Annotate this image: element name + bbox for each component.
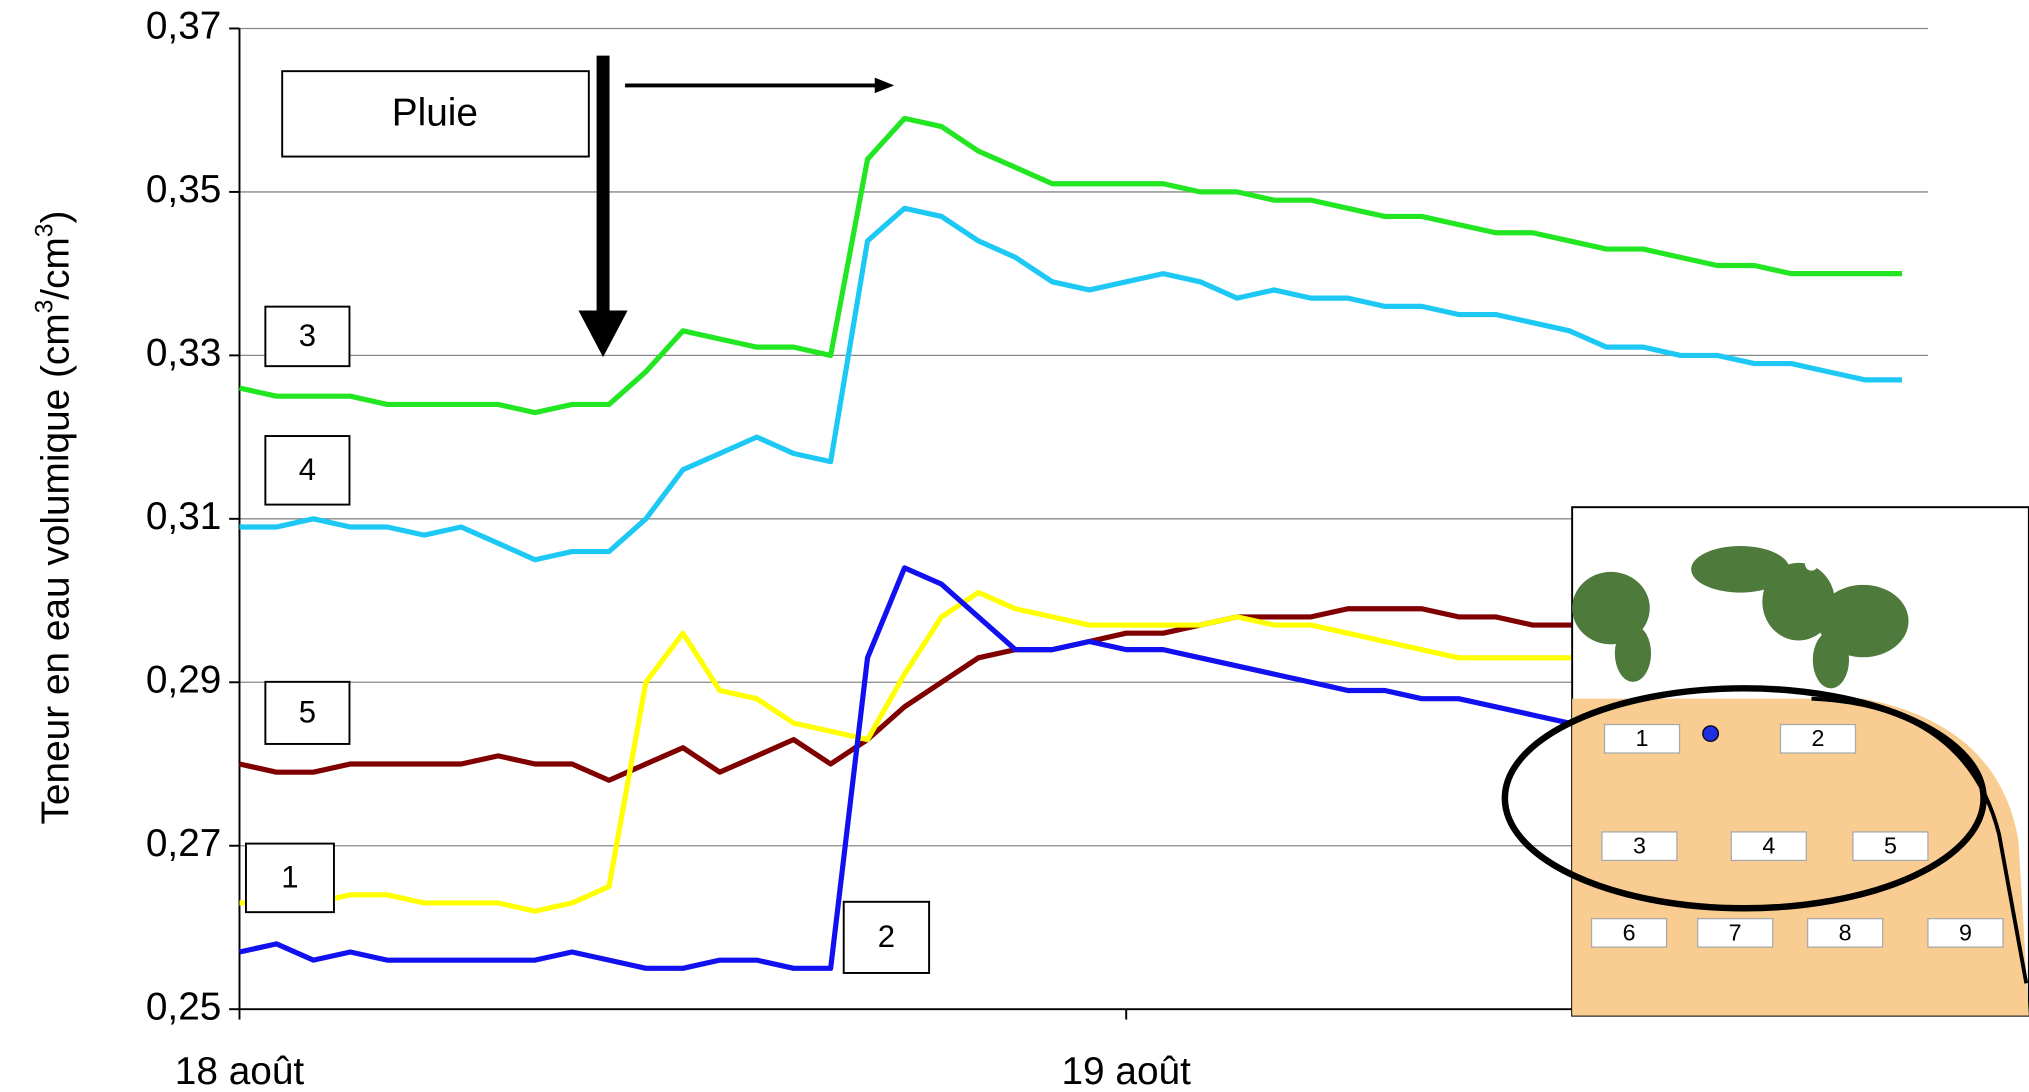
sensor-label: 4 [1762, 833, 1775, 859]
annotation-text: Pluie [392, 91, 478, 134]
y-tick-label: 0,25 [146, 985, 222, 1028]
y-axis-label: Teneur en eau volumique (cm3/cm3) [31, 211, 78, 825]
chart: Teneur en eau volumique (cm3/cm3) 0,250,… [0, 0, 2029, 1092]
y-label-part: /cm [35, 237, 78, 300]
x-tick-label: 18 août [175, 1050, 305, 1092]
y-tick-label: 0,35 [146, 168, 222, 211]
sensor-dot [1703, 726, 1719, 742]
sensor-label: 8 [1839, 919, 1852, 945]
y-label-part: Teneur en eau volumique (cm [35, 313, 78, 824]
sensor-label: 1 [1636, 725, 1649, 751]
time-arrow-head [875, 78, 894, 94]
series-label: 5 [299, 694, 316, 729]
rain-arrow-head [578, 311, 627, 358]
y-label-part: ) [35, 211, 78, 224]
y-tick-label: 0,27 [146, 822, 222, 865]
sensor-label: 3 [1633, 833, 1646, 859]
sensor-label: 6 [1623, 919, 1636, 945]
y-label-sup: 3 [31, 300, 58, 314]
y-tick-label: 0,31 [146, 495, 222, 538]
inset-diagram: 1 2 3 4 5 6 7 8 9 [1505, 507, 2029, 1015]
y-tick-label: 0,29 [146, 659, 222, 702]
sensor-label: 5 [1884, 833, 1897, 859]
series-line [239, 118, 1902, 412]
y-label-sup: 3 [31, 224, 58, 238]
series-label: 1 [281, 859, 298, 894]
sensor-label: 2 [1811, 725, 1824, 751]
series-label: 3 [299, 318, 316, 353]
y-tick-label: 0,37 [146, 5, 222, 48]
x-tick-label: 19 août [1061, 1050, 1191, 1092]
y-tick-label: 0,33 [146, 332, 222, 375]
sensor-label: 7 [1729, 919, 1742, 945]
series-label: 2 [878, 919, 895, 954]
sensor-label: 9 [1959, 919, 1972, 945]
series-label: 4 [299, 452, 316, 487]
annotations: Pluie 1 2 3 4 5 [246, 56, 929, 973]
